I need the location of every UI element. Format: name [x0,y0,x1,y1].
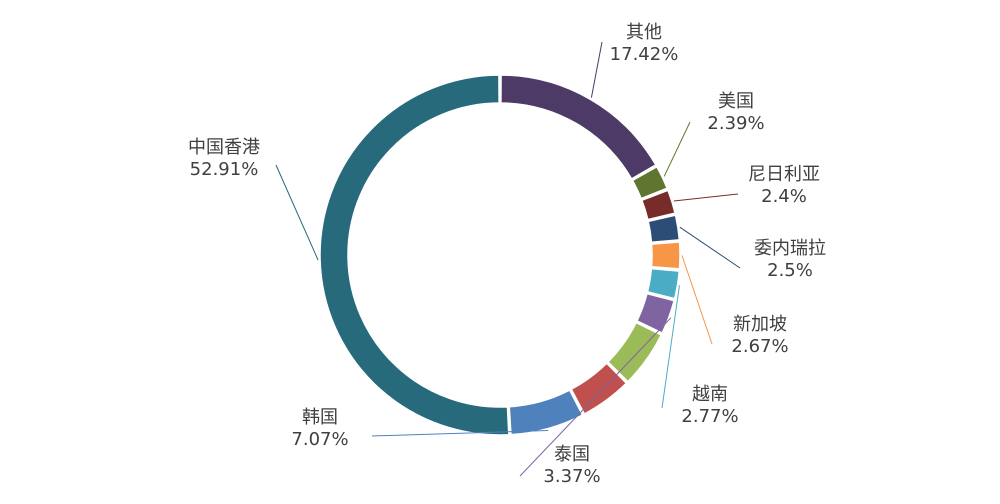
slice-value-label-3: 2.5% [767,260,813,281]
slice-0 [500,74,657,180]
slice-10 [319,74,510,436]
slice-label-5: 越南 [692,384,728,405]
slice-value-label-6: 3.37% [543,466,600,487]
leader-line-1 [663,121,691,177]
slice-value-label-1: 2.39% [707,113,764,134]
slice-4 [650,241,681,270]
slice-2 [640,189,676,221]
slice-label-9: 韩国 [302,407,338,428]
slice-label-2: 尼日利亚 [748,164,820,185]
slice-3 [647,214,681,244]
leader-line-0 [590,41,603,98]
slice-label-4: 新加坡 [733,314,787,335]
leader-line-4 [681,255,713,345]
slice-value-label-0: 17.42% [610,44,679,65]
slices-layer [319,74,681,436]
slice-value-label-4: 2.67% [731,336,788,357]
slice-label-3: 委内瑞拉 [754,238,826,259]
slice-value-label-2: 2.4% [761,186,807,207]
slice-label-0: 其他 [626,22,662,43]
leader-line-6 [519,317,672,477]
leader-line-3 [679,226,741,269]
leader-line-5 [661,285,680,409]
slice-1 [631,165,669,200]
slice-6 [635,292,676,335]
slice-value-label-5: 2.77% [681,406,738,427]
leader-line-9 [371,429,549,437]
leader-lines-layer [275,41,741,477]
slice-label-6: 泰国 [554,444,590,465]
slice-value-label-9: 7.07% [291,429,348,450]
leader-line-10 [275,164,319,261]
slice-5 [646,267,681,300]
slice-value-label-10: 52.91% [190,159,259,180]
slice-9 [508,389,584,436]
slice-7 [606,321,663,383]
slice-label-1: 美国 [718,91,754,112]
slice-label-10: 中国香港 [188,137,260,158]
leader-line-2 [673,193,739,202]
slice-8 [570,362,628,415]
